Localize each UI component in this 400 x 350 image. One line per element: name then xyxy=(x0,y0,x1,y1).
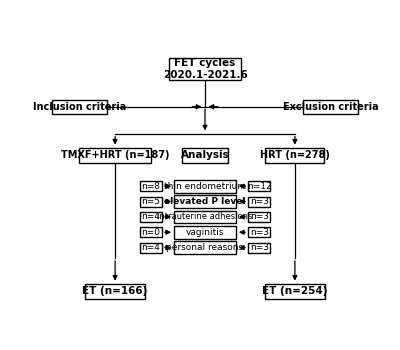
Bar xyxy=(140,197,162,206)
Text: n=3: n=3 xyxy=(250,212,269,222)
Text: n=0: n=0 xyxy=(141,228,160,237)
Bar xyxy=(174,180,236,193)
Text: personal reasons: personal reasons xyxy=(166,243,244,252)
Bar xyxy=(174,226,236,239)
Text: FET cycles
2020.1-2021.6: FET cycles 2020.1-2021.6 xyxy=(163,58,247,80)
Bar xyxy=(182,148,228,163)
Bar xyxy=(248,212,270,222)
Text: elevated P level: elevated P level xyxy=(164,197,246,206)
Text: vaginitis: vaginitis xyxy=(186,228,224,237)
Text: Inclusion criteria: Inclusion criteria xyxy=(33,102,126,112)
Bar xyxy=(266,148,324,163)
Text: n=5: n=5 xyxy=(141,197,160,206)
Text: n=12: n=12 xyxy=(247,182,272,191)
Text: TMXF+HRT (n=187): TMXF+HRT (n=187) xyxy=(61,150,169,160)
Bar xyxy=(174,211,236,223)
Text: ET (n=254): ET (n=254) xyxy=(262,286,328,296)
Text: n=3: n=3 xyxy=(250,243,269,252)
Text: Exclusion criteria: Exclusion criteria xyxy=(283,102,378,112)
Text: ET (n=166): ET (n=166) xyxy=(82,286,148,296)
Bar xyxy=(303,100,358,114)
Bar xyxy=(140,181,162,191)
Bar xyxy=(52,100,107,114)
Text: Analysis: Analysis xyxy=(181,150,229,160)
Text: intrauterine adhesions: intrauterine adhesions xyxy=(157,212,253,222)
Bar xyxy=(140,243,162,253)
Bar xyxy=(174,241,236,254)
Bar xyxy=(140,227,162,237)
Bar xyxy=(248,243,270,253)
Bar xyxy=(248,181,270,191)
Bar xyxy=(265,284,325,299)
Bar xyxy=(169,58,241,80)
Bar xyxy=(140,212,162,222)
Text: n=4: n=4 xyxy=(141,212,160,222)
Bar xyxy=(248,227,270,237)
Text: n=4: n=4 xyxy=(141,243,160,252)
Text: n=3: n=3 xyxy=(250,228,269,237)
Text: HRT (n=278): HRT (n=278) xyxy=(260,150,330,160)
Bar xyxy=(85,284,145,299)
Bar xyxy=(80,148,151,163)
Bar xyxy=(248,197,270,206)
Text: thin endometrium: thin endometrium xyxy=(164,182,246,191)
Text: n=8: n=8 xyxy=(141,182,160,191)
Bar xyxy=(174,195,236,208)
Text: n=3: n=3 xyxy=(250,197,269,206)
